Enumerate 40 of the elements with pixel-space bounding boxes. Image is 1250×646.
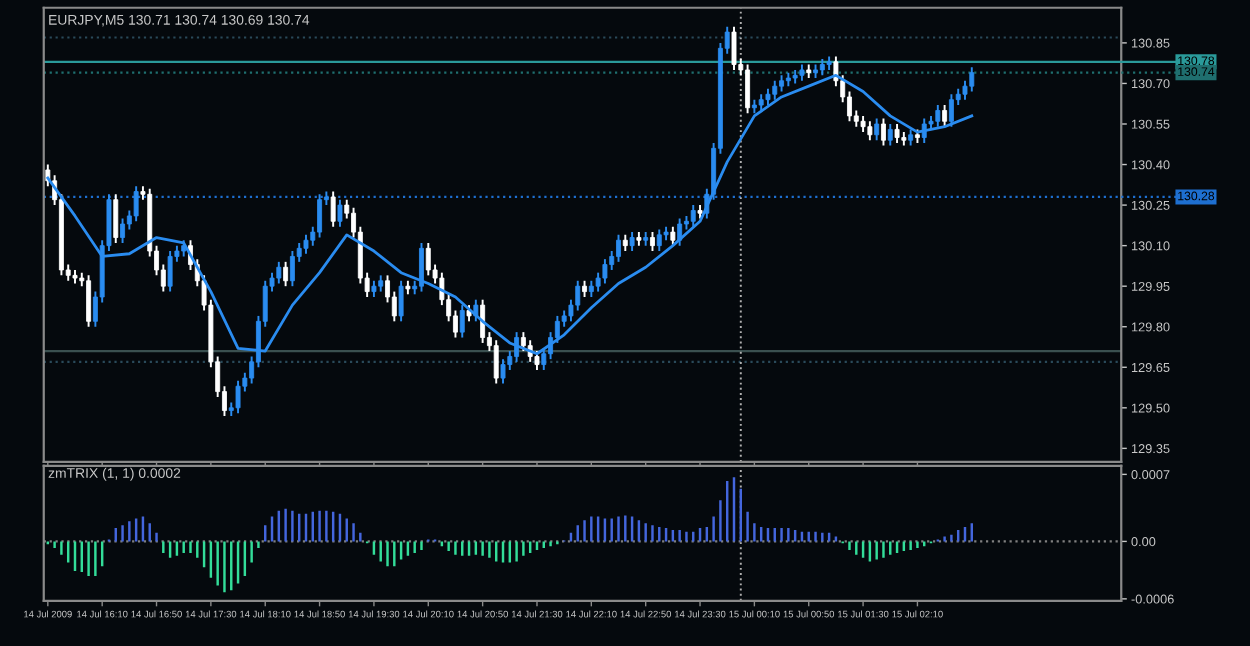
candlestick (887, 123, 893, 147)
candlestick (670, 225, 676, 247)
candlestick (500, 358, 506, 385)
candlestick (86, 274, 92, 328)
candlestick (650, 231, 655, 253)
candlestick (283, 260, 289, 288)
candlestick (330, 190, 336, 228)
candlestick (425, 241, 431, 277)
candlestick (894, 123, 900, 144)
candlestick (133, 185, 139, 223)
candlestick (656, 228, 662, 253)
candlestick (398, 279, 404, 323)
candlestick (969, 66, 975, 93)
candlestick (677, 217, 683, 247)
candlestick (629, 231, 635, 253)
candlestick (120, 217, 126, 244)
candlestick (167, 250, 173, 293)
candlestick (276, 260, 282, 285)
candlestick (473, 298, 479, 323)
candlestick (942, 104, 948, 128)
candlestick (616, 233, 621, 263)
candlestick (303, 233, 309, 255)
candlestick (881, 117, 886, 147)
candlestick (419, 241, 424, 293)
candlestick (337, 198, 343, 228)
candlestick (874, 117, 880, 142)
candlestick (745, 63, 751, 115)
candlestick (235, 379, 241, 415)
candlestick (772, 79, 778, 101)
candlestick (493, 339, 499, 385)
candlestick (690, 204, 696, 228)
candlestick (935, 104, 941, 128)
candlestick (602, 258, 608, 285)
candlestick (459, 304, 465, 339)
candlestick (289, 250, 295, 288)
candlestick (948, 93, 954, 128)
candlestick (867, 120, 873, 142)
candlestick (317, 193, 323, 239)
candlestick (113, 193, 119, 244)
candlestick (731, 25, 737, 71)
